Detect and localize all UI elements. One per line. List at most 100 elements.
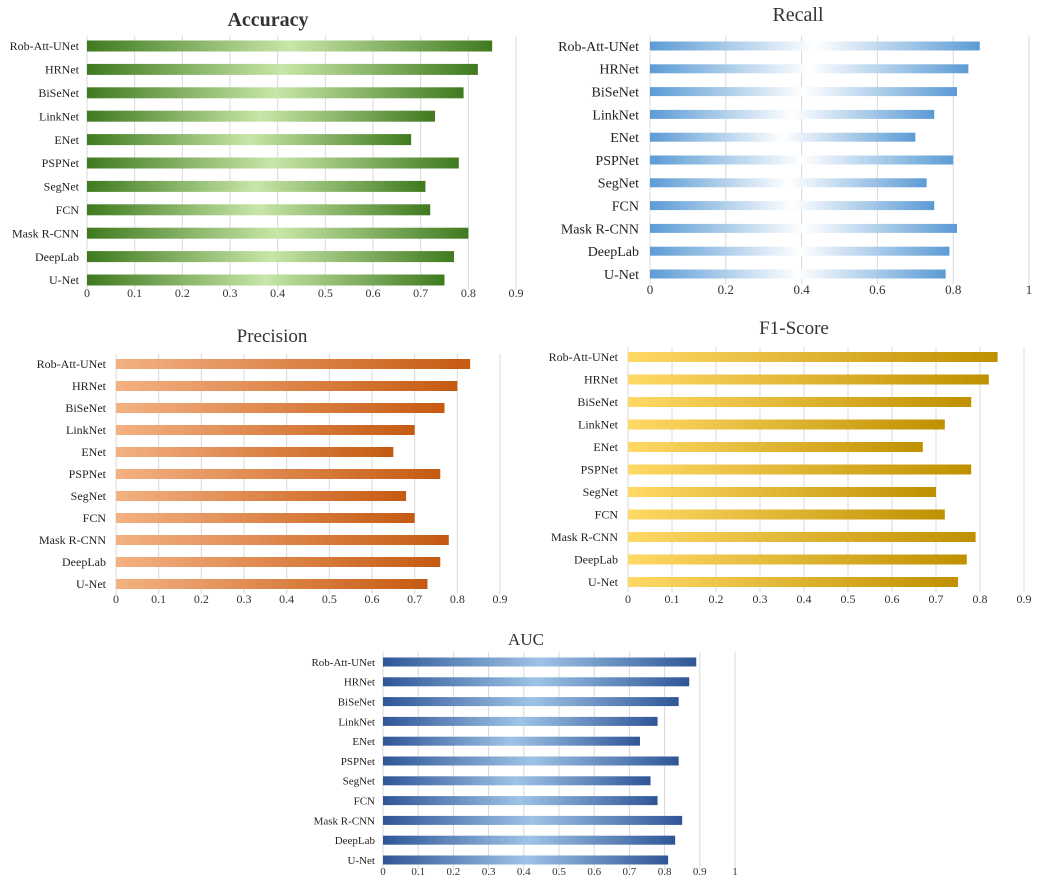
category-label: ENet (54, 133, 79, 147)
bar-mask-r-cnn (650, 223, 957, 233)
category-label: BiSeNet (65, 401, 106, 415)
x-tick-label: 0.3 (482, 866, 496, 877)
category-label: U-Net (348, 855, 376, 867)
bar-deeplab (116, 557, 441, 567)
bar-rob-att-unet (87, 40, 493, 52)
category-label: HRNet (584, 373, 619, 387)
x-tick-label: 0 (84, 286, 90, 300)
bar-segnet (628, 487, 936, 497)
bar-u-net (87, 274, 445, 286)
category-label: BiSeNet (592, 86, 640, 101)
bar-fcn (87, 204, 431, 216)
bar-enet (116, 447, 394, 457)
bar-mask-r-cnn (628, 532, 976, 542)
bar-bisenet (116, 403, 445, 413)
bar-mask-r-cnn (116, 535, 449, 545)
category-label: LinkNet (66, 423, 107, 437)
category-label: Mask R-CNN (561, 222, 639, 237)
bar-pspnet (87, 157, 459, 169)
x-tick-label: 0.3 (753, 592, 768, 606)
chart-title: Accuracy (227, 9, 308, 31)
bar-hrnet (116, 381, 458, 391)
bar-segnet (116, 491, 407, 501)
category-label: LinkNet (39, 109, 80, 123)
category-label: LinkNet (578, 418, 619, 432)
category-label: Mask R-CNN (314, 815, 375, 827)
x-tick-label: 0.4 (279, 592, 294, 606)
x-tick-label: 0.8 (461, 286, 476, 300)
x-tick-label: 0.2 (175, 286, 190, 300)
x-tick-label: 0 (380, 866, 386, 877)
bar-hrnet (650, 64, 969, 74)
bar-deeplab (383, 835, 676, 845)
bar-bisenet (87, 87, 464, 99)
chart-title: Precision (237, 326, 308, 347)
x-tick-label: 0.9 (509, 286, 524, 300)
category-label: DeepLab (335, 835, 376, 847)
category-label: DeepLab (588, 245, 639, 260)
bar-rob-att-unet (116, 359, 471, 369)
bar-hrnet (628, 374, 989, 385)
bar-linknet (383, 716, 658, 726)
x-tick-label: 0 (647, 282, 654, 297)
bar-segnet (650, 178, 927, 188)
x-tick-label: 0.7 (929, 592, 944, 606)
x-tick-label: 0.5 (841, 592, 856, 606)
category-label: FCN (612, 200, 639, 215)
x-tick-label: 0.6 (885, 592, 900, 606)
bar-linknet (116, 425, 415, 435)
bar-rob-att-unet (628, 352, 998, 362)
category-label: HRNet (72, 379, 107, 393)
category-label: FCN (354, 795, 375, 807)
bar-segnet (87, 180, 426, 192)
x-tick-label: 0.6 (366, 286, 381, 300)
x-tick-label: 0.5 (318, 286, 333, 300)
x-tick-label: 0.7 (623, 866, 637, 877)
x-tick-label: 0.8 (658, 866, 672, 877)
bar-pspnet (383, 756, 679, 766)
x-tick-label: 0.2 (194, 592, 209, 606)
bar-deeplab (628, 554, 967, 565)
bar-u-net (383, 855, 669, 865)
x-tick-label: 0.1 (665, 592, 680, 606)
chart-panel-recall: Recall 0 0.2 0.4 0.6 0.8 1 Rob-Att-UNet HRNet BiS… (558, 4, 1032, 297)
bar-segnet (383, 776, 651, 786)
category-label: ENet (593, 440, 618, 454)
category-label: PSPNet (341, 756, 375, 768)
category-label: Rob-Att-UNet (37, 357, 107, 371)
x-tick-label: 0.1 (151, 592, 166, 606)
chart-title: AUC (508, 630, 544, 649)
bar-hrnet (383, 677, 690, 687)
category-label: FCN (595, 508, 619, 522)
x-tick-label: 0.3 (237, 592, 252, 606)
bar-pspnet (650, 155, 954, 165)
bar-deeplab (650, 246, 950, 256)
category-label: HRNet (344, 677, 375, 689)
category-label: BiSeNet (577, 395, 618, 409)
x-tick-label: 0.2 (709, 592, 724, 606)
x-tick-label: 0 (625, 592, 631, 606)
chart-panel-precision: Precision 0 0.1 0.2 0.3 0.4 0.5 0.6 0.7 0.8 0.9 Rob… (37, 326, 508, 606)
category-label: Rob-Att-UNet (549, 350, 619, 364)
bar-pspnet (628, 464, 972, 475)
category-label: U-Net (76, 577, 107, 591)
category-label: SegNet (343, 776, 375, 788)
chart-panel-accuracy: Accuracy 0 0.1 0.2 0.3 0.4 0.5 0.6 0.7 0.8 0.9 Rob-… (10, 9, 524, 300)
x-tick-label: 0.3 (223, 286, 238, 300)
category-label: PSPNet (69, 467, 107, 481)
x-tick-label: 0.9 (693, 866, 707, 877)
category-label: LinkNet (338, 716, 375, 728)
x-tick-label: 0.7 (407, 592, 422, 606)
category-label: DeepLab (62, 555, 106, 569)
x-tick-label: 0.8 (973, 592, 988, 606)
category-label: PSPNet (42, 156, 80, 170)
category-label: U-Net (588, 575, 619, 589)
x-tick-label: 0.9 (493, 592, 508, 606)
category-label: Rob-Att-UNet (311, 657, 375, 669)
x-tick-label: 0.5 (322, 592, 337, 606)
bar-linknet (628, 419, 945, 430)
x-tick-label: 0 (113, 592, 119, 606)
bar-bisenet (650, 87, 957, 97)
bar-u-net (650, 269, 946, 279)
category-label: ENet (352, 736, 375, 748)
